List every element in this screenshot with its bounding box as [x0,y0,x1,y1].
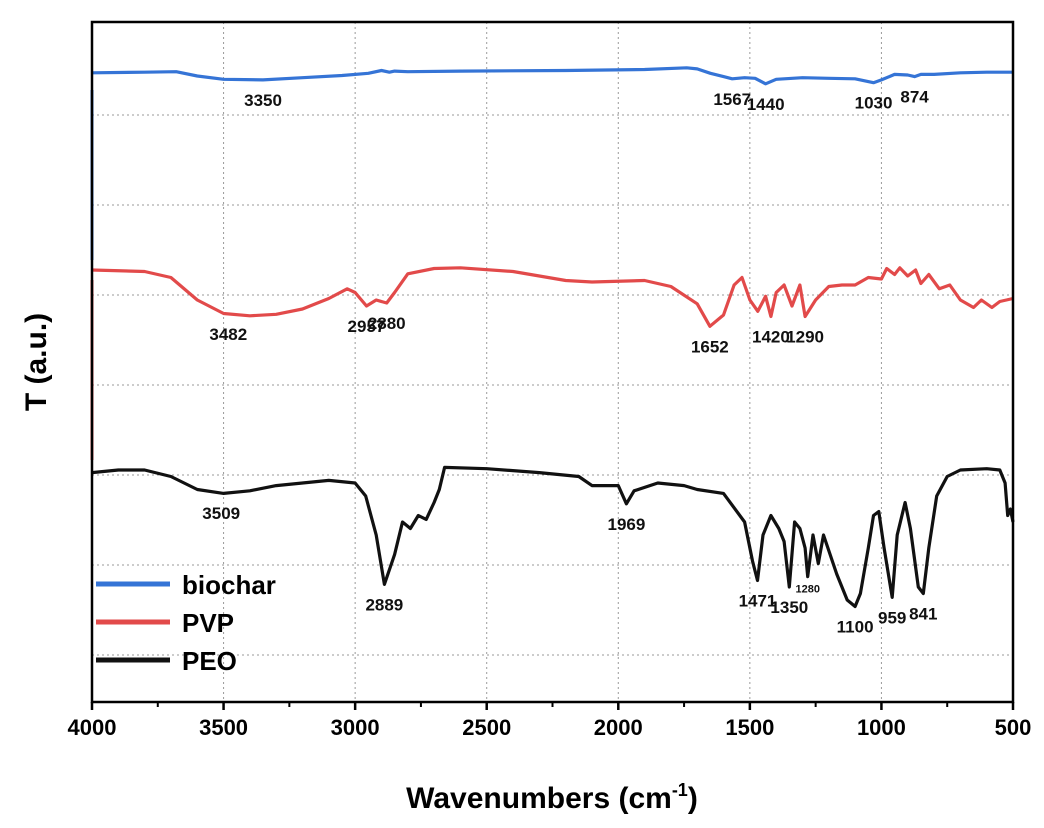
peak-label: 841 [909,605,937,624]
peak-label: 2880 [368,314,406,333]
peak-label: 3350 [244,91,282,110]
peak-label: 1350 [770,598,808,617]
x-tick-label: 4000 [68,715,117,740]
peak-label: 3509 [202,504,240,523]
legend: biochar PVP PEO [96,570,276,676]
x-tick-label: 1500 [725,715,774,740]
peak-label: 1567 [713,90,751,109]
series-line-pvp [91,266,1014,328]
series-layer [90,66,1015,609]
peak-label: 1969 [608,515,646,534]
peak-label: 3482 [209,325,247,344]
x-tick-label: 2500 [462,715,511,740]
x-tick-label: 500 [995,715,1032,740]
legend-label-peo: PEO [182,646,237,676]
peak-label: 2889 [365,595,403,614]
peak-label: 874 [900,88,929,107]
x-axis-title: Wavenumbers (cm-1) [406,780,698,815]
series-line-biochar [91,66,1013,86]
grid-lines [91,22,1014,702]
x-tick-label: 1000 [857,715,906,740]
plot-frame [90,20,1015,704]
x-tick-label: 3500 [199,715,248,740]
y-axis-title: T (a.u.) [20,313,53,411]
peak-label: 1420 [752,328,790,347]
x-axis-title-main: Wavenumbers (cm [406,782,672,815]
series-line-peo [91,465,1015,609]
x-tick-label: 3000 [331,715,380,740]
peak-label: 1652 [691,337,729,356]
peak-label: 1100 [837,618,874,637]
legend-label-biochar: biochar [182,570,276,600]
x-tick-label: 2000 [594,715,643,740]
peak-label: 1471 [739,592,777,611]
x-axis-title-close: ) [688,782,698,815]
x-axis-title-sup: -1 [672,780,688,800]
peak-label: 2957 [348,317,386,336]
peak-label: 1440 [747,95,785,114]
x-axis-ticks: 4000 3500 3000 2500 2000 1500 1000 500 [68,702,1032,740]
peak-label: 1030 [855,94,893,113]
legend-label-pvp: PVP [182,608,234,638]
peak-label: 959 [878,608,906,627]
peak-label: 1290 [786,328,824,347]
peak-label: 1280 [796,584,820,596]
